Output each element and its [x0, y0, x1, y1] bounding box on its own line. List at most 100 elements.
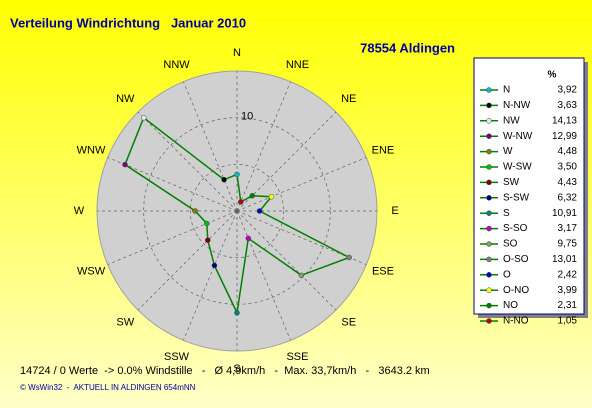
legend-value: 3,63 — [558, 100, 578, 111]
direction-label: NNE — [286, 59, 309, 71]
legend-marker — [486, 225, 492, 232]
direction-label: N — [233, 47, 241, 59]
marker — [234, 171, 240, 178]
legend-name: W — [503, 146, 513, 157]
marker — [245, 235, 252, 242]
marker — [268, 193, 275, 200]
marker — [221, 176, 227, 183]
legend-value: 13,01 — [552, 254, 577, 265]
direction-label: WSW — [77, 265, 106, 277]
legend-name: N-NO — [503, 316, 529, 327]
legend-header: % — [548, 70, 557, 81]
direction-label: NNW — [163, 59, 190, 71]
legend-name: W-NW — [503, 131, 533, 142]
legend-marker — [486, 118, 492, 124]
legend-value: 12,99 — [552, 131, 577, 142]
spoke — [236, 210, 291, 341]
marker — [346, 254, 352, 261]
marker — [192, 208, 198, 214]
legend-value: 2,42 — [558, 269, 578, 280]
legend-value: 3,50 — [558, 162, 578, 173]
direction-label: NE — [341, 93, 356, 105]
legend-name: S-SW — [503, 192, 530, 203]
marker — [204, 220, 210, 227]
direction-label: WNW — [77, 144, 106, 156]
legend-marker — [486, 210, 492, 216]
legend-marker — [486, 87, 492, 93]
legend-value: 4,48 — [558, 146, 578, 157]
legend-marker — [486, 195, 492, 201]
marker — [256, 208, 263, 214]
spoke — [107, 210, 238, 265]
direction-label: NW — [116, 93, 135, 105]
legend-marker — [486, 302, 492, 309]
legend-name: O-SO — [503, 254, 529, 265]
direction-label: E — [391, 205, 398, 217]
direction-label: SSW — [164, 351, 190, 363]
direction-label: SSE — [286, 351, 308, 363]
legend-marker — [486, 133, 492, 139]
spoke — [107, 157, 238, 212]
legend-name: S-SO — [503, 223, 528, 234]
direction-label: S — [233, 363, 240, 375]
legend-name: S — [503, 208, 510, 219]
marker — [211, 262, 218, 269]
legend-name: O-NO — [503, 285, 529, 296]
legend-value: 3,92 — [558, 85, 578, 96]
direction-label: ESE — [372, 265, 394, 277]
marker — [249, 193, 255, 199]
legend-value: 2,31 — [558, 300, 578, 311]
legend-value: 3,17 — [558, 223, 578, 234]
legend-name: N — [503, 85, 510, 96]
legend-marker — [486, 272, 492, 278]
spoke — [183, 81, 238, 212]
marker — [238, 199, 244, 205]
legend-name: N-NW — [503, 100, 531, 111]
tick-label: 10 — [241, 111, 253, 123]
grid-ring — [143, 117, 331, 305]
legend-value: 4,43 — [558, 177, 578, 188]
credit: © WsWin32 - AKTUELL IN ALDINGEN 654mNN — [20, 383, 196, 392]
legend-value: 10,91 — [552, 208, 577, 219]
spoke — [137, 111, 238, 212]
legend — [473, 57, 585, 315]
direction-label: SE — [341, 317, 356, 329]
legend-marker — [486, 164, 492, 170]
legend-marker — [486, 318, 492, 324]
spoke — [236, 81, 291, 212]
direction-label: ENE — [372, 144, 395, 156]
legend-marker — [486, 179, 492, 186]
legend-marker — [486, 241, 492, 247]
legend-marker — [486, 287, 492, 293]
spoke — [236, 111, 337, 212]
marker — [298, 272, 305, 279]
legend-name: SW — [503, 177, 520, 188]
direction-label: SW — [116, 317, 134, 329]
legend-value: 3,99 — [558, 285, 578, 296]
spoke — [236, 210, 337, 311]
footer: 14724 / 0 Werte -> 0.0% Windstille - Ø 4… — [20, 365, 430, 377]
chart-title: Verteilung Windrichtung Januar 2010 — [10, 15, 246, 30]
legend-marker — [486, 102, 492, 109]
legend-value: 14,13 — [552, 115, 577, 126]
grid-ring — [189, 163, 285, 259]
legend-name: SO — [503, 239, 518, 250]
legend-name: NW — [503, 115, 520, 126]
marker — [122, 161, 128, 168]
legend-name: W-SW — [503, 162, 532, 173]
chart-subtitle: 78554 Aldingen — [360, 40, 455, 55]
legend-marker — [486, 148, 492, 155]
spoke — [183, 210, 238, 341]
spoke — [236, 157, 367, 212]
marker — [205, 237, 211, 243]
marker — [234, 310, 240, 316]
legend-name: O — [503, 269, 511, 280]
legend-value: 6,32 — [558, 192, 578, 203]
legend-value: 1,05 — [558, 316, 578, 327]
direction-label: W — [74, 205, 85, 217]
spoke — [137, 210, 238, 311]
marker — [140, 114, 147, 121]
legend-marker — [486, 256, 492, 263]
legend-name: NO — [503, 300, 518, 311]
